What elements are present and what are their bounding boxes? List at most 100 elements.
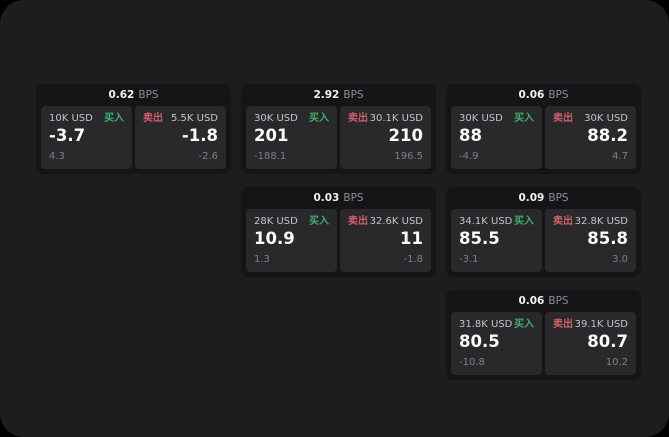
buy-side-label: 买入: [514, 319, 534, 330]
sell-side-label: 卖出: [143, 113, 163, 124]
bps-value: 2.92: [313, 89, 340, 101]
sell-sub-value: -1.8: [403, 254, 423, 265]
quote-tiles: 30K USD 买入 88 -4.9 卖出 30K USD 88.2 4.7: [446, 106, 641, 174]
sell-side-label: 卖出: [553, 216, 573, 227]
sell-size-label: 5.5K USD: [170, 113, 218, 124]
bps-suffix-label: BPS: [138, 89, 159, 101]
bps-value: 0.06: [518, 295, 545, 307]
bps-value: 0.06: [518, 89, 545, 101]
buy-sub-value: -4.9: [459, 151, 479, 162]
buy-quote-tile[interactable]: 31.8K USD 买入 80.5 -10.8: [451, 312, 542, 375]
sell-tile-header: 卖出 30K USD: [553, 113, 628, 125]
bps-value: 0.03: [313, 192, 340, 204]
sell-price-value: 80.7: [587, 332, 628, 351]
sell-quote-tile[interactable]: 卖出 39.1K USD 80.7 10.2: [545, 312, 636, 375]
buy-side-label: 买入: [309, 216, 329, 227]
sell-quote-tile[interactable]: 卖出 5.5K USD -1.8 -2.6: [135, 106, 226, 169]
buy-tile-header: 28K USD 买入: [254, 216, 329, 228]
bps-header: 0.06 BPS: [446, 84, 641, 106]
bps-value: 0.62: [108, 89, 135, 101]
sell-price-value: 85.8: [587, 229, 628, 248]
quote-tiles: 28K USD 买入 10.9 1.3 卖出 32.6K USD 11 -1.8: [241, 209, 436, 277]
quote-card: 0.62 BPS 10K USD 买入 -3.7 4.3 卖出 5.5K USD …: [36, 84, 231, 174]
sell-price-value: -1.8: [181, 126, 218, 145]
bps-suffix-label: BPS: [343, 192, 364, 204]
buy-tile-header: 34.1K USD 买入: [459, 216, 534, 228]
sell-price-value: 210: [388, 126, 423, 145]
sell-quote-tile[interactable]: 卖出 30K USD 88.2 4.7: [545, 106, 636, 169]
quote-tiles: 34.1K USD 买入 85.5 -3.1 卖出 32.8K USD 85.8…: [446, 209, 641, 277]
sell-size-label: 30K USD: [584, 113, 628, 124]
sell-side-label: 卖出: [348, 113, 368, 124]
buy-sub-value: -3.1: [459, 254, 479, 265]
bps-header: 2.92 BPS: [241, 84, 436, 106]
buy-quote-tile[interactable]: 10K USD 买入 -3.7 4.3: [41, 106, 132, 169]
sell-price-value: 88.2: [587, 126, 628, 145]
sell-tile-header: 卖出 32.8K USD: [553, 216, 628, 228]
quote-tiles: 10K USD 买入 -3.7 4.3 卖出 5.5K USD -1.8 -2.…: [36, 106, 231, 174]
buy-size-label: 28K USD: [254, 216, 298, 227]
sell-size-label: 39.1K USD: [574, 319, 628, 330]
buy-sub-value: -188.1: [254, 151, 287, 162]
bps-value: 0.09: [518, 192, 545, 204]
buy-sub-value: -10.8: [459, 357, 485, 368]
sell-size-label: 30.1K USD: [369, 113, 423, 124]
buy-price-value: -3.7: [49, 126, 86, 145]
buy-quote-tile[interactable]: 30K USD 买入 88 -4.9: [451, 106, 542, 169]
quote-card: 0.09 BPS 34.1K USD 买入 85.5 -3.1 卖出 32.8K …: [446, 187, 641, 277]
buy-size-label: 10K USD: [49, 113, 93, 124]
buy-sub-value: 4.3: [49, 151, 65, 162]
bps-suffix-label: BPS: [548, 89, 569, 101]
quote-card: 0.06 BPS 31.8K USD 买入 80.5 -10.8 卖出 39.1K…: [446, 290, 641, 380]
sell-size-label: 32.8K USD: [574, 216, 628, 227]
bps-header: 0.09 BPS: [446, 187, 641, 209]
buy-size-label: 30K USD: [254, 113, 298, 124]
sell-price-value: 11: [400, 229, 423, 248]
sell-sub-value: 3.0: [612, 254, 628, 265]
sell-sub-value: 196.5: [394, 151, 423, 162]
quote-card: 2.92 BPS 30K USD 买入 201 -188.1 卖出 30.1K U…: [241, 84, 436, 174]
sell-side-label: 卖出: [553, 319, 573, 330]
buy-quote-tile[interactable]: 30K USD 买入 201 -188.1: [246, 106, 337, 169]
sell-side-label: 卖出: [348, 216, 368, 227]
buy-tile-header: 10K USD 买入: [49, 113, 124, 125]
bps-suffix-label: BPS: [548, 192, 569, 204]
buy-size-label: 31.8K USD: [459, 319, 513, 330]
buy-size-label: 34.1K USD: [459, 216, 513, 227]
sell-sub-value: -2.6: [198, 151, 218, 162]
buy-side-label: 买入: [514, 216, 534, 227]
sell-quote-tile[interactable]: 卖出 32.8K USD 85.8 3.0: [545, 209, 636, 272]
bps-header: 0.62 BPS: [36, 84, 231, 106]
buy-price-value: 80.5: [459, 332, 500, 351]
sell-sub-value: 4.7: [612, 151, 628, 162]
sell-quote-tile[interactable]: 卖出 32.6K USD 11 -1.8: [340, 209, 431, 272]
buy-side-label: 买入: [309, 113, 329, 124]
sell-quote-tile[interactable]: 卖出 30.1K USD 210 196.5: [340, 106, 431, 169]
sell-tile-header: 卖出 30.1K USD: [348, 113, 423, 125]
buy-tile-header: 30K USD 买入: [254, 113, 329, 125]
buy-price-value: 85.5: [459, 229, 500, 248]
sell-side-label: 卖出: [553, 113, 573, 124]
sell-tile-header: 卖出 32.6K USD: [348, 216, 423, 228]
buy-side-label: 买入: [514, 113, 534, 124]
bps-header: 0.06 BPS: [446, 290, 641, 312]
buy-quote-tile[interactable]: 28K USD 买入 10.9 1.3: [246, 209, 337, 272]
quote-tiles: 31.8K USD 买入 80.5 -10.8 卖出 39.1K USD 80.…: [446, 312, 641, 380]
buy-price-value: 88: [459, 126, 482, 145]
buy-sub-value: 1.3: [254, 254, 270, 265]
buy-quote-tile[interactable]: 34.1K USD 买入 85.5 -3.1: [451, 209, 542, 272]
buy-tile-header: 30K USD 买入: [459, 113, 534, 125]
quote-tiles: 30K USD 买入 201 -188.1 卖出 30.1K USD 210 1…: [241, 106, 436, 174]
sell-tile-header: 卖出 5.5K USD: [143, 113, 218, 125]
sell-tile-header: 卖出 39.1K USD: [553, 319, 628, 331]
bps-suffix-label: BPS: [343, 89, 364, 101]
sell-sub-value: 10.2: [605, 357, 628, 368]
buy-size-label: 30K USD: [459, 113, 503, 124]
bps-header: 0.03 BPS: [241, 187, 436, 209]
quote-card: 0.03 BPS 28K USD 买入 10.9 1.3 卖出 32.6K USD…: [241, 187, 436, 277]
buy-tile-header: 31.8K USD 买入: [459, 319, 534, 331]
buy-price-value: 10.9: [254, 229, 295, 248]
bps-suffix-label: BPS: [548, 295, 569, 307]
quote-card: 0.06 BPS 30K USD 买入 88 -4.9 卖出 30K USD 88…: [446, 84, 641, 174]
